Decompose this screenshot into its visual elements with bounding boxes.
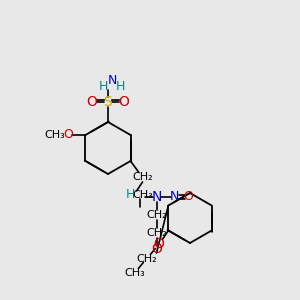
Text: H: H [126, 188, 135, 202]
Text: CH₃: CH₃ [132, 190, 153, 200]
Text: CH₂: CH₂ [146, 228, 167, 238]
Text: CH₂: CH₂ [136, 254, 157, 263]
Text: CH₂: CH₂ [146, 210, 167, 220]
Text: CH₂: CH₂ [132, 172, 153, 182]
Text: N: N [170, 190, 179, 203]
Text: O: O [87, 95, 98, 109]
Text: CH₃: CH₃ [124, 268, 145, 278]
Text: H: H [115, 80, 125, 94]
Text: O: O [118, 95, 129, 109]
Text: H: H [98, 80, 108, 94]
Text: S: S [103, 95, 112, 109]
Text: O: O [151, 242, 162, 256]
Text: O: O [153, 238, 164, 251]
Text: N: N [151, 190, 162, 204]
Text: O: O [64, 128, 74, 142]
Text: N: N [107, 74, 117, 86]
Text: CH₃: CH₃ [44, 130, 65, 140]
Text: O: O [184, 190, 194, 203]
